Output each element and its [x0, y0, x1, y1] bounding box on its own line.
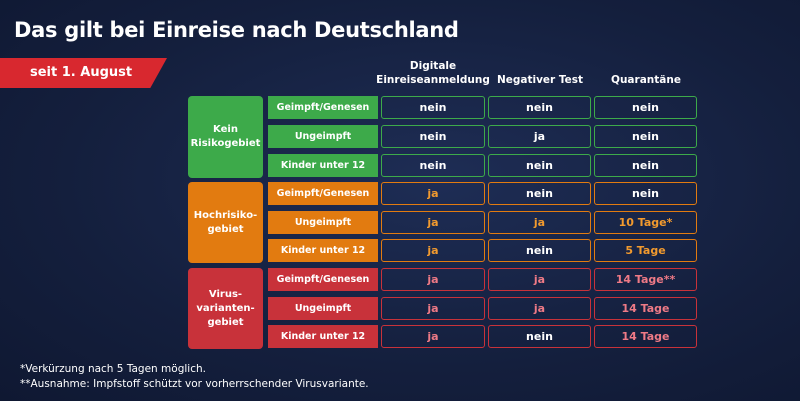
group-hochrisikogebiet: Hochrisiko- gebiet: [188, 182, 263, 263]
table-cell: nein: [594, 182, 697, 205]
table-cell: ja: [488, 211, 591, 234]
row-label: Kinder unter 12: [268, 325, 378, 348]
row-label: Ungeimpft: [268, 297, 378, 320]
table-cell: nein: [488, 96, 591, 119]
footnote: *Verkürzung nach 5 Tagen möglich.: [20, 363, 206, 375]
table-cell: nein: [381, 96, 485, 119]
row-label: Kinder unter 12: [268, 154, 378, 177]
page-title: Das gilt bei Einreise nach Deutschland: [14, 18, 459, 42]
table-cell: 5 Tage: [594, 239, 697, 262]
table-cell: nein: [594, 96, 697, 119]
table-cell: ja: [381, 211, 485, 234]
ribbon-label: seit 1. August: [30, 65, 133, 80]
table-cell: nein: [488, 182, 591, 205]
row-label: Geimpft/Genesen: [268, 96, 378, 119]
footnote: **Ausnahme: Impfstoff schützt vor vorher…: [20, 378, 369, 390]
group-kein-risikogebiet: Kein Risikogebiet: [188, 96, 263, 178]
row-label: Geimpft/Genesen: [268, 182, 378, 205]
table-cell: ja: [381, 182, 485, 205]
column-header-einreiseanmeldung: Digitale Einreiseanmeldung: [376, 60, 490, 86]
table-cell: ja: [381, 268, 485, 291]
column-header-quarantaene: Quarantäne: [611, 74, 681, 86]
row-label: Kinder unter 12: [268, 239, 378, 262]
table-cell: 14 Tage: [594, 297, 697, 320]
table-cell: nein: [381, 154, 485, 177]
table-cell: 14 Tage: [594, 325, 697, 348]
table-cell: ja: [381, 325, 485, 348]
table-cell: nein: [488, 325, 591, 348]
group-virusvariantengebiet: Virus- varianten- gebiet: [188, 268, 263, 349]
row-label: Geimpft/Genesen: [268, 268, 378, 291]
date-ribbon: seit 1. August: [0, 58, 167, 88]
table-cell: ja: [488, 268, 591, 291]
table-cell: 14 Tage**: [594, 268, 697, 291]
table-cell: nein: [381, 125, 485, 148]
table-cell: ja: [488, 297, 591, 320]
table-cell: ja: [488, 125, 591, 148]
row-label: Ungeimpft: [268, 211, 378, 234]
table-cell: nein: [594, 125, 697, 148]
table-cell: nein: [594, 154, 697, 177]
table-cell: ja: [381, 239, 485, 262]
table-cell: nein: [488, 154, 591, 177]
row-label: Ungeimpft: [268, 125, 378, 148]
column-header-test: Negativer Test: [496, 74, 584, 86]
table-cell: ja: [381, 297, 485, 320]
table-cell: 10 Tage*: [594, 211, 697, 234]
table-cell: nein: [488, 239, 591, 262]
